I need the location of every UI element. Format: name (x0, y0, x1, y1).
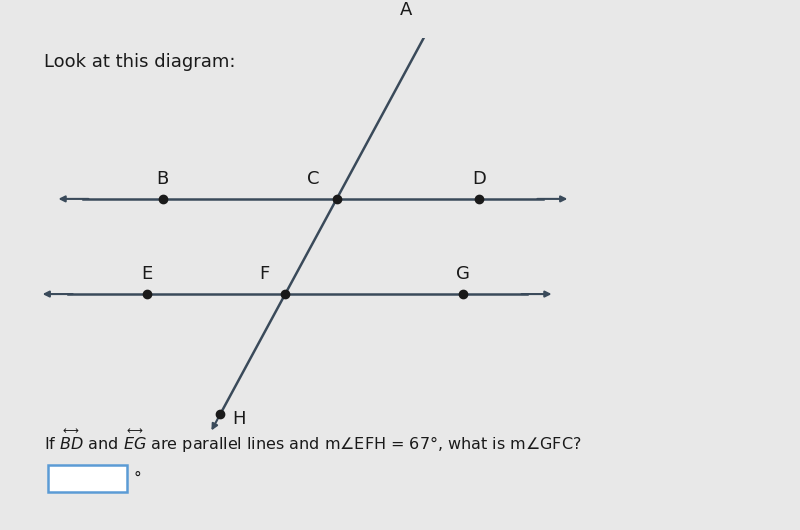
Text: A: A (400, 1, 412, 19)
Text: E: E (141, 266, 152, 284)
Text: C: C (306, 170, 319, 188)
Text: H: H (232, 410, 246, 428)
Text: G: G (456, 266, 470, 284)
Text: If $\overset{\longleftrightarrow}{BD}$ and $\overset{\longleftrightarrow}{EG}$ a: If $\overset{\longleftrightarrow}{BD}$ a… (44, 426, 582, 455)
Text: Look at this diagram:: Look at this diagram: (44, 52, 235, 70)
Text: D: D (472, 170, 486, 188)
Text: °: ° (134, 471, 141, 486)
Text: F: F (259, 266, 270, 284)
FancyBboxPatch shape (48, 465, 127, 492)
Text: B: B (156, 170, 169, 188)
